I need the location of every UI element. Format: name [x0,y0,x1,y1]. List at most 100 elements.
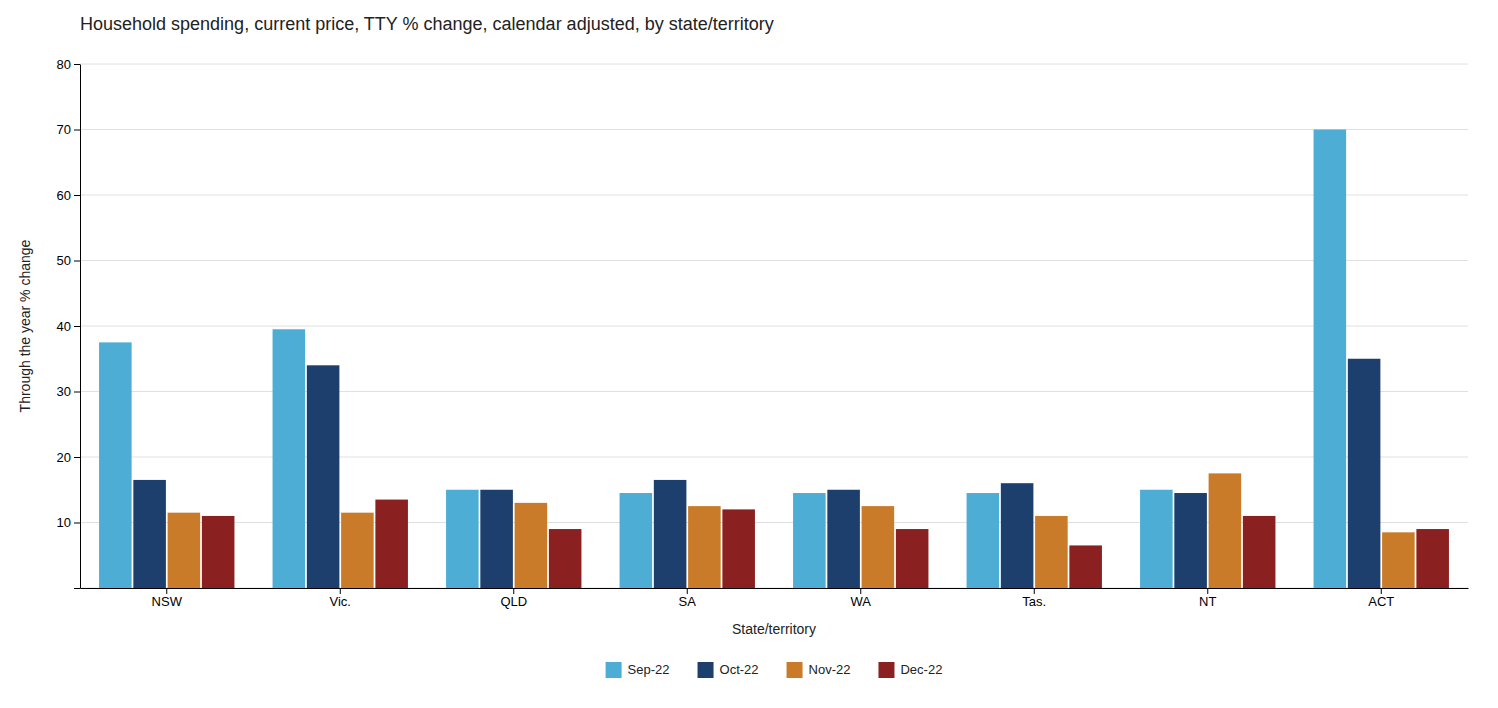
y-axis-title: Through the year % change [17,239,33,412]
bar [375,500,408,588]
tick: 30 [57,384,80,399]
x-axis-title: State/territory [732,621,816,637]
tick: 60 [57,188,80,203]
x-axis: NSW Vic. QLD SA WA Tas. NT ACT [81,588,1469,609]
bar [99,342,132,588]
tick: Tas. [1022,588,1046,609]
grid-line [80,195,1468,196]
grid-line [80,129,1468,130]
tick: 10 [57,515,80,530]
bar-series [99,130,1346,589]
bar [1416,529,1449,588]
legend-label: Oct-22 [720,662,759,677]
bar [896,529,929,588]
legend-label: Nov-22 [809,662,851,677]
tick: NSW [152,588,183,609]
bar [515,503,548,588]
tick-label: 60 [57,188,71,203]
tick-mark [74,326,80,327]
bar [1035,516,1068,588]
title: Household spending, current price, TTY %… [80,14,774,34]
tick-label: WA [851,594,872,609]
tick: NT [1199,588,1216,609]
legend-item: Nov-22 [787,662,851,678]
legend-item: Oct-22 [698,662,759,678]
bar [654,480,687,588]
grid-line [80,64,1468,65]
tick-mark [74,64,80,65]
axis-line [81,588,1469,589]
tick: QLD [500,588,527,609]
legend-swatch [878,662,894,678]
bar [202,516,235,588]
bar [446,490,479,588]
bar [1348,359,1381,588]
bar [1314,130,1347,589]
tick-label: SA [679,594,697,609]
tick-mark [1381,588,1382,594]
tick-mark [74,195,80,196]
bar [549,529,582,588]
bar [341,513,374,588]
tick-label: Tas. [1022,594,1046,609]
bar [1209,473,1242,588]
tick: Vic. [330,588,351,609]
bar [307,365,340,588]
tick: ACT [1368,588,1394,609]
tick-mark [860,588,861,594]
bar-series [133,359,1380,588]
tick-label: 50 [57,253,71,268]
grid [80,64,1468,588]
tick-label: NSW [152,594,183,609]
tick-mark [513,588,514,594]
bar [1001,483,1034,588]
bar [1243,516,1276,588]
grid-line [80,260,1468,261]
tick: 70 [57,122,80,137]
bar [1140,490,1173,588]
tick-label: ACT [1368,594,1394,609]
tick-mark [74,392,80,393]
legend-swatch [698,662,714,678]
bar [273,329,306,588]
tick-mark [74,457,80,458]
tick-mark [74,588,80,589]
tick [74,588,80,589]
tick: 50 [57,253,80,268]
tick-label: QLD [500,594,527,609]
grid-line [80,326,1468,327]
legend-item: Sep-22 [606,662,670,678]
bars [99,130,1449,589]
axis-line [80,65,81,589]
bar [620,493,653,588]
legend-label: Dec-22 [900,662,942,677]
legend-swatch [787,662,803,678]
tick: WA [851,588,872,609]
tick-label: 30 [57,384,71,399]
plot-area: 1020304050607080NSWVic.QLDSAWATas.NTACT [57,57,1469,610]
tick-mark [340,588,341,594]
bar [967,493,1000,588]
bar-series [202,500,1449,588]
tick-mark [1034,588,1035,594]
tick-label: NT [1199,594,1216,609]
tick: 20 [57,450,80,465]
bar [480,490,513,588]
bar [1174,493,1207,588]
legend-label: Sep-22 [628,662,670,677]
bar [722,509,755,588]
bar [168,513,201,588]
tick-mark [166,588,167,594]
tick-mark [687,588,688,594]
tick-label: 20 [57,450,71,465]
bar [133,480,166,588]
tick-mark [74,523,80,524]
tick-mark [1207,588,1208,594]
bar [862,506,895,588]
y-axis: 1020304050607080 [57,57,81,589]
tick-mark [74,261,80,262]
tick-label: 80 [57,57,71,72]
tick: SA [679,588,697,609]
legend-swatch [606,662,622,678]
tick: 80 [57,57,80,72]
